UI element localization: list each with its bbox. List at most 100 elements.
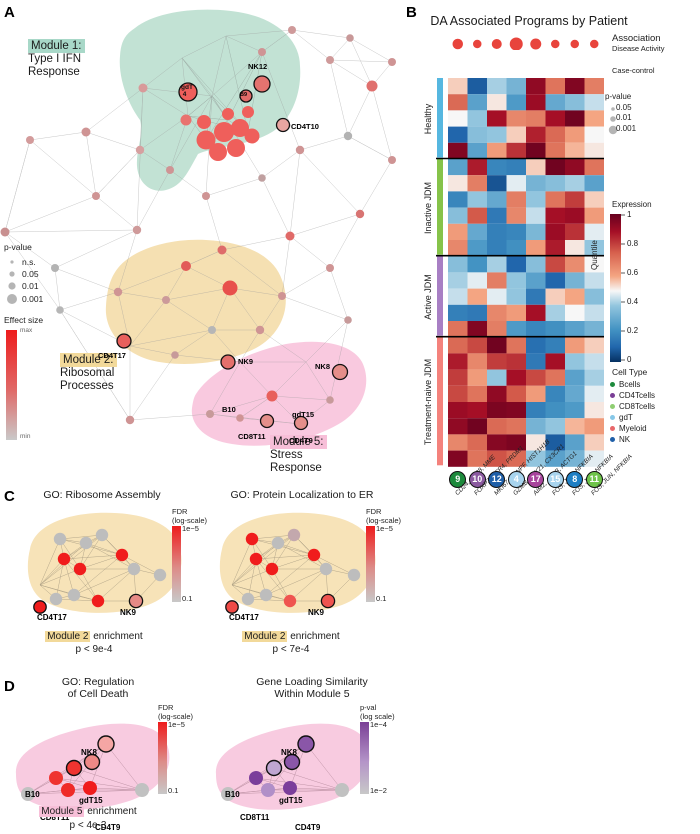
assoc-disease-dot bbox=[473, 39, 482, 49]
heatmap-cell bbox=[467, 385, 487, 402]
heatmap-cell bbox=[487, 434, 507, 451]
celltype-dot-icon bbox=[610, 393, 615, 398]
celltype-legend-item-cd4tcells: CD4Tcells bbox=[610, 390, 655, 401]
heatmap-cell bbox=[506, 337, 526, 354]
heatmap-cell bbox=[448, 304, 468, 321]
heatmap-cell bbox=[526, 369, 546, 386]
node-gdT4 bbox=[178, 82, 198, 102]
expr-tick-0: 0 bbox=[627, 355, 632, 364]
assoc-disease-dot bbox=[590, 39, 599, 49]
panel-d-right-label-nk8: NK8 bbox=[281, 748, 298, 757]
module1-label: Module 1: Type I IFN Response bbox=[28, 39, 85, 79]
heatmap-cell bbox=[506, 321, 526, 338]
celltype-legend-item-gdt: gdT bbox=[610, 412, 655, 423]
heatmap-cell bbox=[545, 288, 565, 305]
heatmap-cell bbox=[506, 110, 526, 127]
heatmap-cell bbox=[467, 337, 487, 354]
heatmap-cell bbox=[526, 126, 546, 143]
panel-c-right-pvalue: p < 7e-4 bbox=[272, 644, 310, 655]
program-circle-4[interactable]: 4 bbox=[507, 470, 525, 488]
heatmap-cell bbox=[545, 304, 565, 321]
heatmap-cell bbox=[545, 240, 565, 257]
heatmap-cell bbox=[565, 337, 585, 354]
program-circle-8[interactable]: 8 bbox=[566, 470, 584, 488]
node-CD4T10 bbox=[275, 117, 291, 133]
panel-d-left-label-nk8: NK8 bbox=[81, 748, 98, 757]
panel-d-left-colorbar bbox=[158, 722, 167, 794]
heatmap-cell bbox=[584, 78, 604, 95]
panel-c-right-module-tag: Module 2 bbox=[242, 631, 288, 642]
panel-d-left-enrich-word: enrichment bbox=[87, 806, 137, 817]
module5-label: Module 5: Stress Response bbox=[270, 435, 327, 475]
heatmap-cell bbox=[467, 207, 487, 224]
panel-d-right-cb-title: p-val (log scale) bbox=[360, 703, 395, 721]
heatmap-cell bbox=[565, 369, 585, 386]
heatmap-cell bbox=[545, 94, 565, 111]
assoc-disease-dot bbox=[491, 39, 502, 49]
program-circle-17[interactable]: 17 bbox=[527, 470, 545, 488]
panel-d-right-cb-bottom: 1e−2 bbox=[370, 786, 387, 795]
celltype-legend-item-myeloid: Myeloid bbox=[610, 423, 655, 434]
program-circle-10[interactable]: 10 bbox=[468, 470, 486, 488]
panel-c-right-cb-bottom: 0.1 bbox=[376, 594, 387, 603]
heatmap-cell bbox=[526, 223, 546, 240]
program-circle-11[interactable]: 11 bbox=[585, 470, 603, 488]
heatmap-cell bbox=[467, 223, 487, 240]
heatmap-cell bbox=[565, 126, 585, 143]
celltype-dot-icon bbox=[610, 426, 615, 431]
expression-colorbar bbox=[610, 214, 625, 362]
heatmap-cell bbox=[545, 142, 565, 159]
heatmap-cell bbox=[545, 450, 565, 467]
panel-c-right-label-cd4t17: CD4T17 bbox=[229, 613, 259, 622]
celltype-legend-item-cd8tcells: CD8Tcells bbox=[610, 401, 655, 412]
program-circle-15[interactable]: 15 bbox=[546, 470, 564, 488]
celltype-dot-icon bbox=[610, 415, 615, 420]
panel-d-right-label-b10: B10 bbox=[225, 790, 240, 799]
heatmap-svg bbox=[436, 78, 604, 467]
node-label-NK8: NK8 bbox=[315, 362, 331, 371]
panel-d-right-label-gdt15: gdT15 bbox=[279, 796, 303, 805]
heatmap-cell bbox=[584, 126, 604, 143]
heatmap-cell bbox=[506, 191, 526, 208]
panel-c-left-label-cd4t17: CD4T17 bbox=[37, 613, 67, 622]
node-NK8-d-right bbox=[297, 735, 315, 753]
heatmap-cell bbox=[467, 191, 487, 208]
heatmap-cell bbox=[526, 256, 546, 273]
panel-c-left-title: GO: Ribosome Assembly bbox=[43, 489, 161, 501]
heatmap-cell bbox=[526, 142, 546, 159]
heatmap-cell bbox=[487, 272, 507, 289]
heatmap-cell bbox=[448, 450, 468, 467]
heatmap-cell bbox=[448, 434, 468, 451]
heatmap-cell bbox=[526, 288, 546, 305]
node-gdT15-d-right bbox=[283, 753, 301, 771]
panel-a-network: A bbox=[0, 0, 400, 480]
heatmap-cell bbox=[545, 385, 565, 402]
heatmap-cell bbox=[565, 353, 585, 370]
heatmap-cell bbox=[545, 191, 565, 208]
node-label-gdT4: gdT 4 bbox=[181, 84, 193, 98]
heatmap-cell bbox=[448, 175, 468, 192]
heatmap-cell bbox=[487, 126, 507, 143]
heatmap-cell bbox=[545, 337, 565, 354]
panel-b-heatmap: B DA Associated Programs by Patient Asso… bbox=[400, 0, 700, 600]
panel-c-left-cb-top: 1e−5 bbox=[182, 524, 199, 533]
panel-a-pvalue-legend-title: p-value bbox=[4, 242, 32, 252]
heatmap-cell bbox=[487, 418, 507, 435]
heatmap-cell bbox=[487, 353, 507, 370]
heatmap-cell bbox=[467, 78, 487, 95]
panel-a-graph bbox=[0, 9, 396, 446]
heatmap-cell bbox=[448, 402, 468, 419]
program-circle-9[interactable]: 9 bbox=[449, 470, 467, 488]
row-group-bar bbox=[437, 256, 443, 336]
assoc-disease-dot bbox=[509, 37, 523, 50]
heatmap-cell bbox=[467, 402, 487, 419]
heatmap-cell bbox=[506, 304, 526, 321]
heatmap-cell bbox=[526, 321, 546, 338]
heatmap-cell bbox=[565, 223, 585, 240]
panel-d-left-cb-title: FDR (log-scale) bbox=[158, 703, 194, 721]
program-circle-12[interactable]: 12 bbox=[488, 470, 506, 488]
celltype-dot-icon bbox=[610, 382, 615, 387]
panel-d-right-title: Gene Loading Similarity Within Module 5 bbox=[256, 676, 368, 700]
node-label-NK9: NK9 bbox=[238, 357, 254, 366]
heatmap-cell bbox=[448, 240, 468, 257]
